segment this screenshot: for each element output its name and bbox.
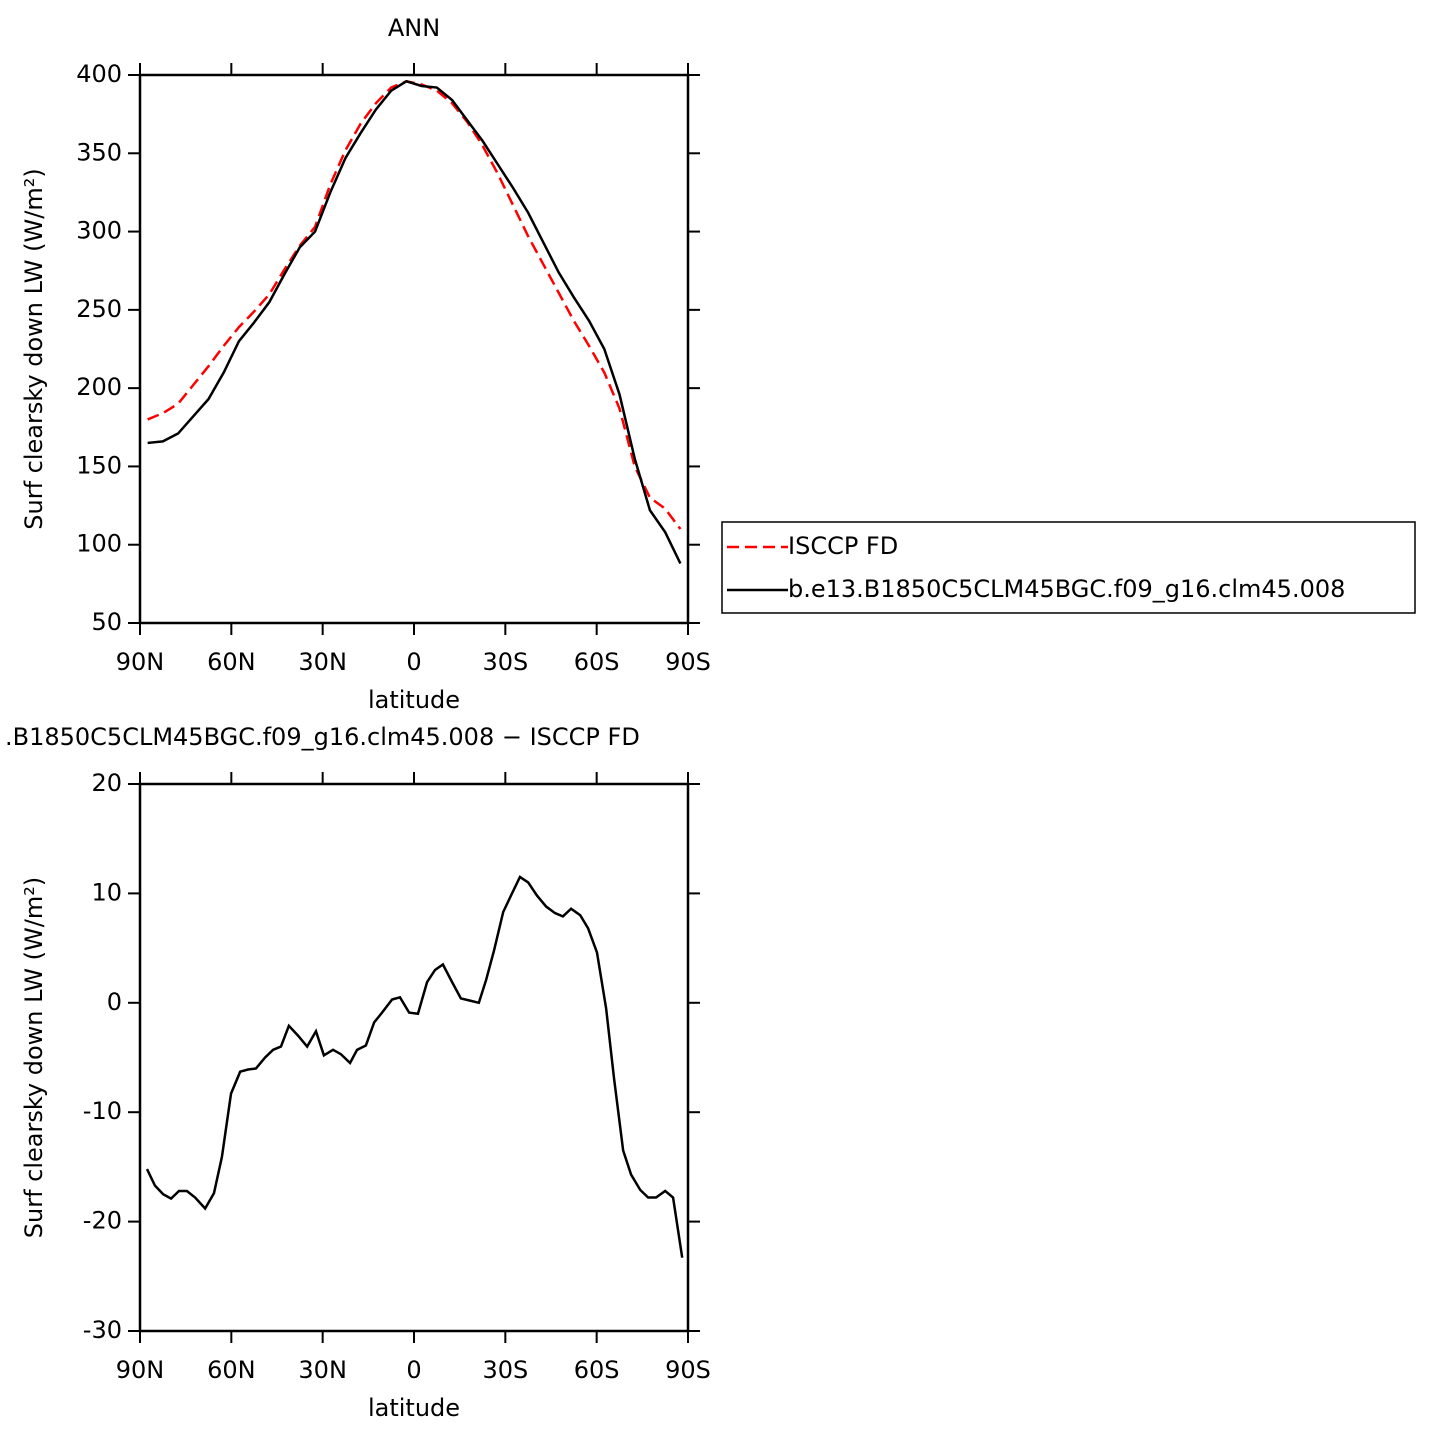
y-tick-label: 350 <box>76 138 122 166</box>
chart-title: .B1850C5CLM45BGC.f09_g16.clm45.008 − ISC… <box>5 723 640 751</box>
x-tick-label: 90N <box>116 1356 165 1384</box>
x-tick-label: 30N <box>298 648 347 676</box>
y-tick-label: 50 <box>91 608 122 636</box>
y-tick-label: -10 <box>83 1097 122 1125</box>
x-tick-label: 60S <box>574 1356 620 1384</box>
y-tick-label: 20 <box>91 769 122 797</box>
x-tick-label: 90S <box>665 648 711 676</box>
y-axis-label: Surf clearsky down LW (W/m²) <box>20 877 48 1238</box>
y-tick-label: 100 <box>76 530 122 558</box>
y-tick-label: 250 <box>76 295 122 323</box>
y-tick-label: 300 <box>76 217 122 245</box>
data-line <box>145 875 684 1258</box>
x-tick-label: 0 <box>406 1356 421 1384</box>
x-tick-label: 90N <box>116 648 165 676</box>
data-line <box>147 79 682 530</box>
y-tick-label: 10 <box>91 878 122 906</box>
x-tick-label: 60S <box>574 648 620 676</box>
x-tick-label: 0 <box>406 648 421 676</box>
x-tick-label: 30S <box>482 648 528 676</box>
plot-frame <box>138 73 690 625</box>
y-tick-label: -20 <box>83 1207 122 1235</box>
x-axis-label: latitude <box>368 686 460 714</box>
data-line <box>147 79 682 565</box>
y-tick-label: 0 <box>107 988 122 1016</box>
y-tick-label: 150 <box>76 451 122 479</box>
x-tick-label: 60N <box>207 1356 256 1384</box>
y-axis-label: Surf clearsky down LW (W/m²) <box>20 168 48 529</box>
x-axis-label: latitude <box>368 1394 460 1422</box>
plot-frame <box>138 782 690 1333</box>
y-tick-label: 200 <box>76 373 122 401</box>
legend-box <box>721 521 1416 614</box>
x-tick-label: 60N <box>207 648 256 676</box>
y-tick-label: -30 <box>83 1316 122 1344</box>
x-tick-label: 90S <box>665 1356 711 1384</box>
legend-label: ISCCP FD <box>788 532 898 560</box>
chart-title: ANN <box>388 14 440 42</box>
x-tick-label: 30N <box>298 1356 347 1384</box>
legend-label: b.e13.B1850C5CLM45BGC.f09_g16.clm45.008 <box>788 575 1345 603</box>
y-tick-label: 400 <box>76 60 122 88</box>
x-tick-label: 30S <box>482 1356 528 1384</box>
